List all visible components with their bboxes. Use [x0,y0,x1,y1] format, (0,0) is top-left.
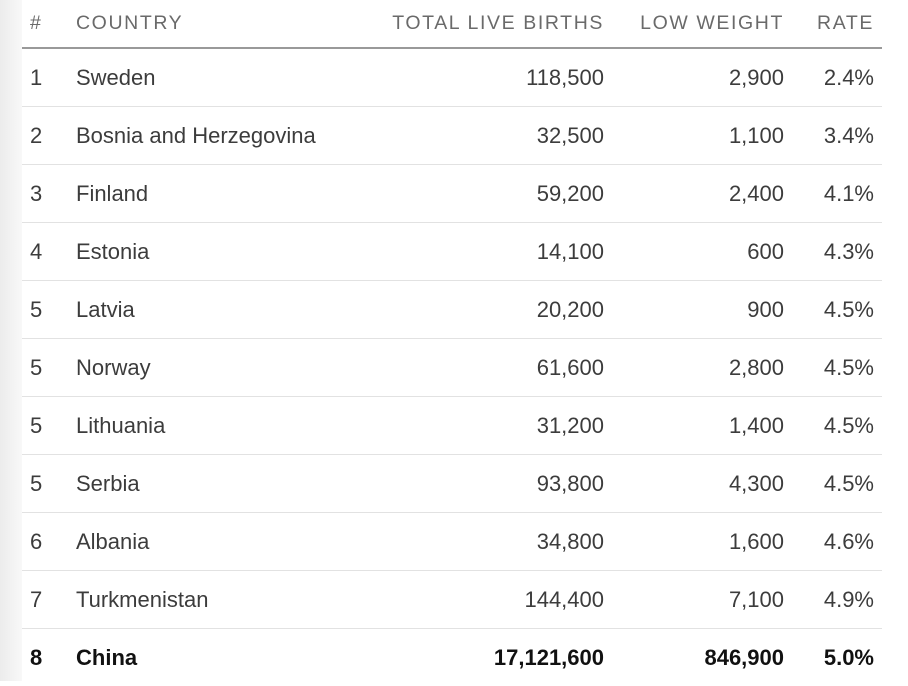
low-weight-cell: 1,400 [614,397,792,455]
low-weight-cell: 2,900 [614,48,792,107]
left-edge-strip [0,0,22,681]
rank-cell: 6 [22,513,76,571]
country-cell: Lithuania [76,397,372,455]
country-cell: Finland [76,165,372,223]
rank-cell: 5 [22,455,76,513]
low-weight-cell: 600 [614,223,792,281]
low-weight-cell: 900 [614,281,792,339]
country-cell: Latvia [76,281,372,339]
rank-cell: 4 [22,223,76,281]
country-cell: Estonia [76,223,372,281]
low-birth-weight-table: # COUNTRY TOTAL LIVE BIRTHS LOW WEIGHT R… [22,0,882,686]
country-cell: Sweden [76,48,372,107]
total-live-births-cell: 93,800 [372,455,614,513]
total-live-births-cell: 61,600 [372,339,614,397]
rate-cell: 4.5% [792,281,882,339]
rate-cell: 4.1% [792,165,882,223]
total-live-births-cell: 34,800 [372,513,614,571]
low-weight-cell: 846,900 [614,629,792,686]
total-live-births-cell: 144,400 [372,571,614,629]
rank-cell: 5 [22,397,76,455]
rate-cell: 2.4% [792,48,882,107]
rank-cell: 7 [22,571,76,629]
rank-cell: 3 [22,165,76,223]
rate-cell: 4.5% [792,455,882,513]
total-live-births-cell: 14,100 [372,223,614,281]
header-row: # COUNTRY TOTAL LIVE BIRTHS LOW WEIGHT R… [22,0,882,48]
total-live-births-cell: 31,200 [372,397,614,455]
country-cell: Turkmenistan [76,571,372,629]
rank-cell: 5 [22,281,76,339]
total-live-births-cell: 118,500 [372,48,614,107]
country-cell: Serbia [76,455,372,513]
rate-cell: 3.4% [792,107,882,165]
low-weight-column-header: LOW WEIGHT [614,0,792,48]
low-weight-cell: 1,100 [614,107,792,165]
total-live-births-cell: 32,500 [372,107,614,165]
country-cell: Albania [76,513,372,571]
rate-cell: 4.5% [792,397,882,455]
total-live-births-cell: 20,200 [372,281,614,339]
country-cell: Bosnia and Herzegovina [76,107,372,165]
total-live-births-cell: 17,121,600 [372,629,614,686]
country-column-header: COUNTRY [76,0,372,48]
country-cell: China [76,629,372,686]
table-header: # COUNTRY TOTAL LIVE BIRTHS LOW WEIGHT R… [22,0,882,48]
low-weight-cell: 2,800 [614,339,792,397]
rate-cell: 4.6% [792,513,882,571]
rank-cell: 2 [22,107,76,165]
rank-column-header: # [22,0,76,48]
low-weight-cell: 4,300 [614,455,792,513]
rate-cell: 4.3% [792,223,882,281]
low-weight-cell: 1,600 [614,513,792,571]
rank-cell: 5 [22,339,76,397]
low-weight-cell: 7,100 [614,571,792,629]
rank-cell: 1 [22,48,76,107]
country-cell: Norway [76,339,372,397]
rate-cell: 5.0% [792,629,882,686]
low-weight-cell: 2,400 [614,165,792,223]
total-live-births-cell: 59,200 [372,165,614,223]
total-live-births-column-header: TOTAL LIVE BIRTHS [372,0,614,48]
rate-cell: 4.5% [792,339,882,397]
rate-column-header: RATE [792,0,882,48]
rate-cell: 4.9% [792,571,882,629]
rank-cell: 8 [22,629,76,686]
